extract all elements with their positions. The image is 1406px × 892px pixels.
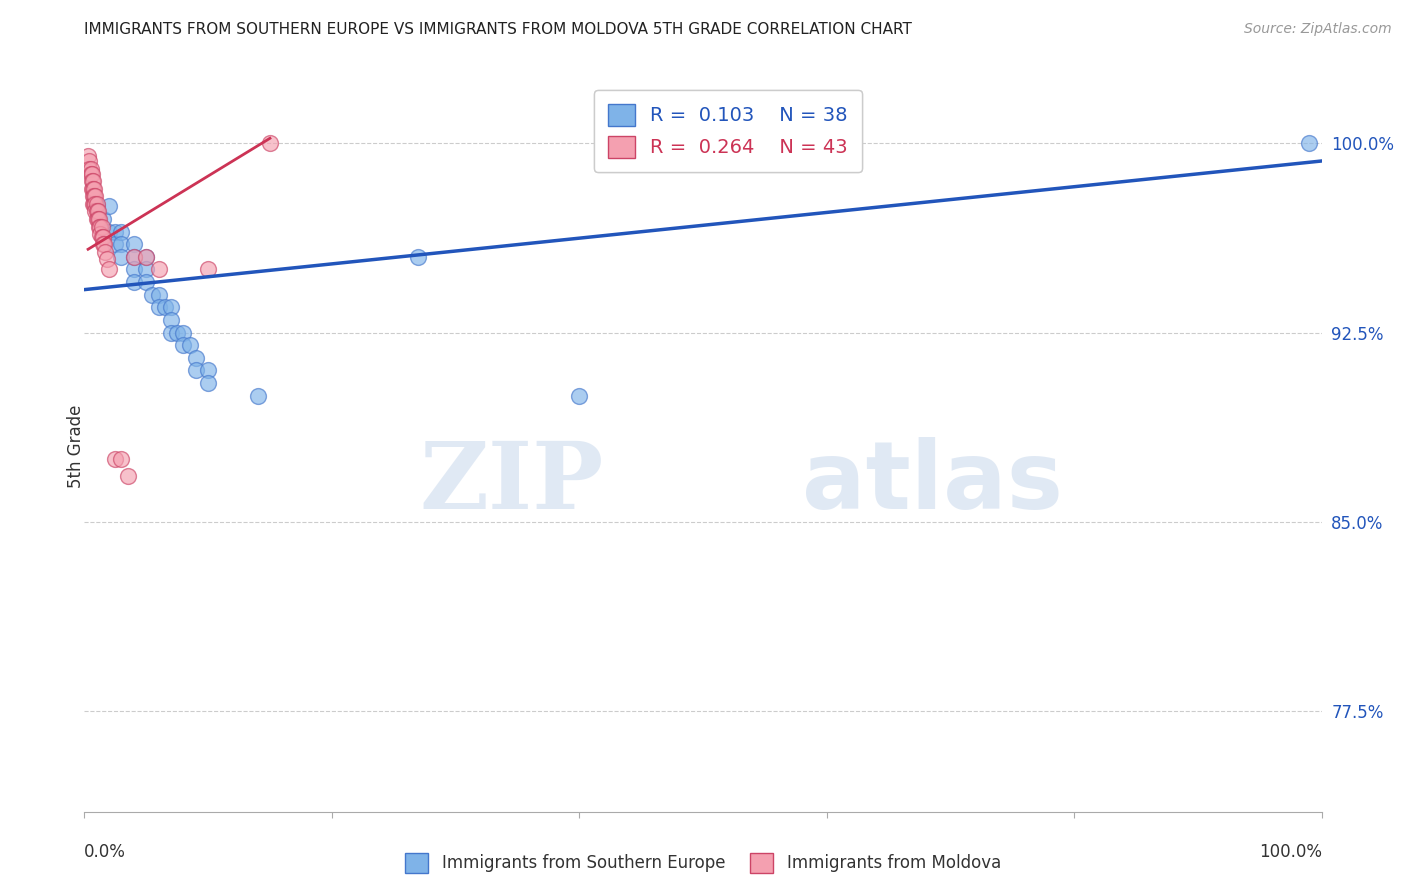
Point bbox=[172, 338, 194, 352]
Point bbox=[122, 250, 145, 264]
Point bbox=[179, 338, 201, 352]
Point bbox=[86, 197, 108, 211]
Point bbox=[754, 136, 776, 151]
Point bbox=[122, 275, 145, 289]
Point bbox=[160, 300, 183, 314]
Point bbox=[110, 451, 132, 466]
Point bbox=[89, 227, 111, 241]
Point bbox=[568, 388, 591, 402]
Text: atlas: atlas bbox=[801, 436, 1063, 529]
Point bbox=[84, 197, 107, 211]
Point bbox=[110, 237, 132, 252]
Point bbox=[87, 212, 110, 227]
Point bbox=[86, 199, 108, 213]
Point bbox=[184, 363, 207, 377]
Point bbox=[98, 262, 121, 277]
Point bbox=[153, 300, 176, 314]
Point bbox=[197, 363, 219, 377]
Text: Source: ZipAtlas.com: Source: ZipAtlas.com bbox=[1244, 22, 1392, 37]
Point bbox=[84, 189, 107, 203]
Point bbox=[98, 199, 121, 213]
Point bbox=[89, 212, 111, 227]
Point bbox=[83, 189, 105, 203]
Point bbox=[117, 469, 139, 483]
Point bbox=[91, 229, 114, 244]
Point bbox=[79, 167, 101, 181]
Point bbox=[246, 388, 269, 402]
Point bbox=[79, 161, 101, 176]
Point bbox=[80, 182, 103, 196]
Point bbox=[82, 197, 104, 211]
Point bbox=[80, 167, 103, 181]
Point bbox=[104, 451, 127, 466]
Point bbox=[96, 252, 118, 267]
Point bbox=[172, 326, 194, 340]
Point bbox=[754, 136, 776, 151]
Point bbox=[197, 262, 219, 277]
Point bbox=[148, 300, 170, 314]
Point bbox=[110, 225, 132, 239]
Point bbox=[122, 262, 145, 277]
Point bbox=[93, 237, 115, 252]
Point bbox=[83, 197, 105, 211]
Point bbox=[408, 250, 430, 264]
Point bbox=[86, 212, 108, 227]
Point bbox=[160, 326, 183, 340]
Point bbox=[83, 182, 105, 196]
Point bbox=[148, 262, 170, 277]
Point bbox=[80, 174, 103, 188]
Point bbox=[84, 204, 107, 219]
Point bbox=[135, 275, 157, 289]
Point bbox=[98, 225, 121, 239]
Point bbox=[90, 219, 112, 234]
Point bbox=[79, 161, 101, 176]
Point bbox=[82, 174, 104, 188]
Point bbox=[160, 313, 183, 327]
Point bbox=[104, 237, 127, 252]
Point bbox=[141, 287, 163, 301]
Point bbox=[259, 136, 281, 151]
Text: ZIP: ZIP bbox=[420, 438, 605, 527]
Point bbox=[135, 250, 157, 264]
Point bbox=[87, 204, 110, 219]
Text: 100.0%: 100.0% bbox=[1258, 843, 1322, 861]
Point bbox=[86, 204, 108, 219]
Point bbox=[89, 219, 111, 234]
Point bbox=[166, 326, 188, 340]
Point bbox=[89, 219, 111, 234]
Point bbox=[77, 149, 100, 163]
Legend: R =  0.103    N = 38, R =  0.264    N = 43: R = 0.103 N = 38, R = 0.264 N = 43 bbox=[593, 90, 862, 172]
Point bbox=[122, 250, 145, 264]
Point bbox=[197, 376, 219, 390]
Point bbox=[135, 250, 157, 264]
Y-axis label: 5th Grade: 5th Grade bbox=[67, 404, 84, 488]
Point bbox=[135, 262, 157, 277]
Point bbox=[91, 237, 114, 252]
Text: 0.0%: 0.0% bbox=[84, 843, 127, 861]
Text: IMMIGRANTS FROM SOUTHERN EUROPE VS IMMIGRANTS FROM MOLDOVA 5TH GRADE CORRELATION: IMMIGRANTS FROM SOUTHERN EUROPE VS IMMIG… bbox=[84, 22, 912, 37]
Point bbox=[104, 225, 127, 239]
Point bbox=[122, 237, 145, 252]
Point bbox=[90, 229, 112, 244]
Legend: Immigrants from Southern Europe, Immigrants from Moldova: Immigrants from Southern Europe, Immigra… bbox=[398, 847, 1008, 880]
Point bbox=[82, 189, 104, 203]
Point bbox=[79, 153, 101, 168]
Point bbox=[94, 244, 117, 259]
Point bbox=[148, 287, 170, 301]
Point bbox=[110, 250, 132, 264]
Point bbox=[184, 351, 207, 365]
Point bbox=[91, 212, 114, 227]
Point bbox=[1298, 136, 1320, 151]
Point bbox=[82, 182, 104, 196]
